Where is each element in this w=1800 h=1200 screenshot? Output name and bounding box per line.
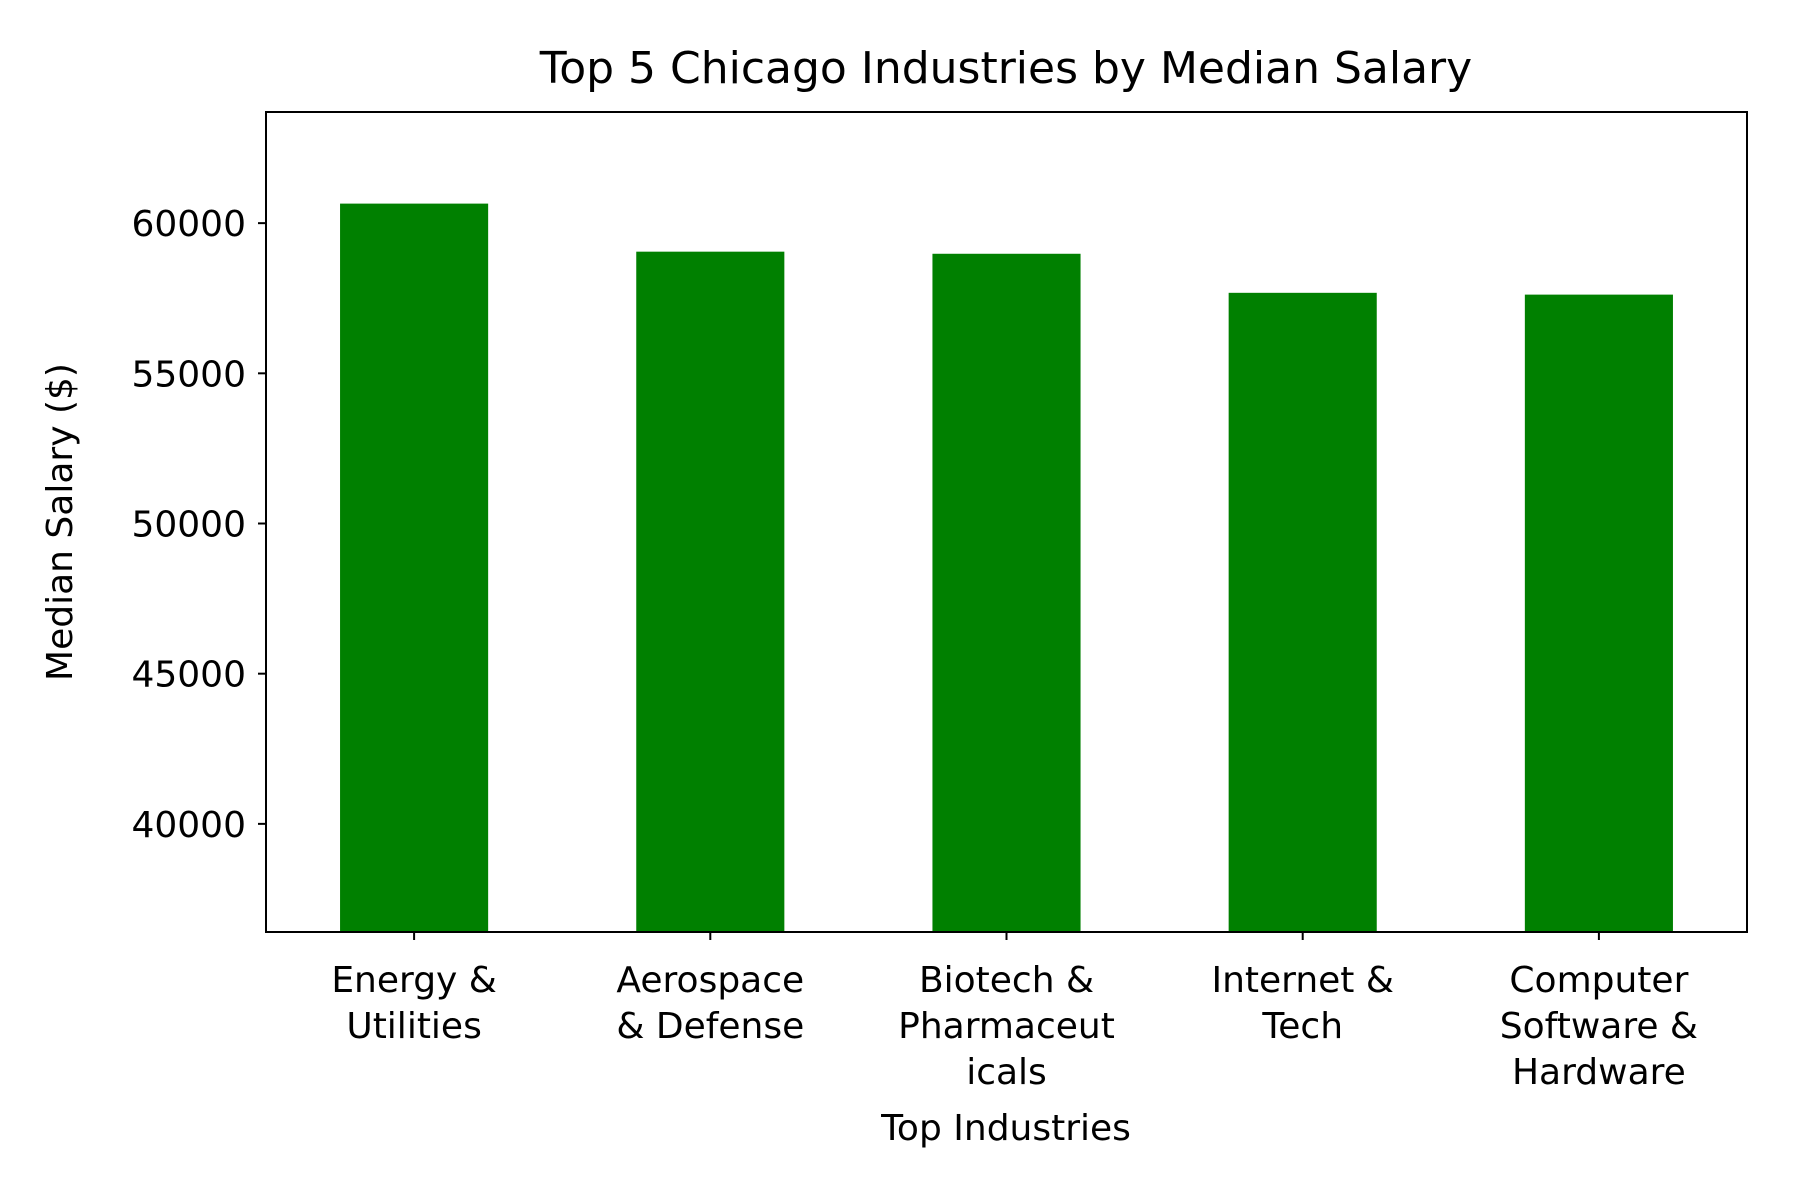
bar <box>932 253 1081 932</box>
x-tick-label-line: Energy & <box>331 960 497 1001</box>
x-axis: Energy & Utilities Aerospace & Defense Biote… <box>331 932 1698 1093</box>
x-tick-label-line: Pharmaceut <box>898 1006 1115 1047</box>
x-tick-label-line: Software & <box>1500 1006 1698 1047</box>
x-tick-label-line: Biotech & <box>919 960 1094 1001</box>
plot-frame <box>265 111 1748 933</box>
x-tick-label: Computer Software & Hardware <box>1500 960 1698 1093</box>
x-tick-label-line: Internet & <box>1211 960 1393 1001</box>
bars-group <box>340 203 1673 933</box>
x-tick-label: Aerospace & Defense <box>616 960 804 1047</box>
x-tick-label: Energy & Utilities <box>331 960 497 1047</box>
y-tick-label: 60000 <box>131 204 246 245</box>
y-tick-label: 40000 <box>131 805 246 846</box>
x-tick-label-line: Aerospace <box>616 960 804 1001</box>
x-tick-label: Internet & Tech <box>1211 960 1393 1047</box>
bar <box>1524 294 1673 932</box>
x-axis-label: Top Industries <box>880 1108 1131 1149</box>
x-tick-label-line: icals <box>966 1052 1047 1093</box>
x-tick-label-line: & Defense <box>616 1006 804 1047</box>
y-axis-label: Median Salary ($) <box>40 363 81 681</box>
x-tick-label-line: Hardware <box>1512 1052 1686 1093</box>
y-tick-label: 55000 <box>131 354 246 395</box>
bar <box>340 203 489 933</box>
y-tick-label: 45000 <box>131 655 246 696</box>
y-axis: 40000 45000 50000 55000 60000 <box>131 204 266 846</box>
x-tick-label: Biotech & Pharmaceut icals <box>898 960 1115 1093</box>
bar <box>636 251 785 933</box>
chart-title: Top 5 Chicago Industries by Median Salar… <box>539 43 1472 94</box>
bar <box>1228 292 1377 932</box>
x-tick-label-line: Utilities <box>346 1006 482 1047</box>
x-tick-label-line: Tech <box>1261 1006 1343 1047</box>
y-tick-label: 50000 <box>131 505 246 546</box>
x-tick-label-line: Computer <box>1509 960 1688 1001</box>
